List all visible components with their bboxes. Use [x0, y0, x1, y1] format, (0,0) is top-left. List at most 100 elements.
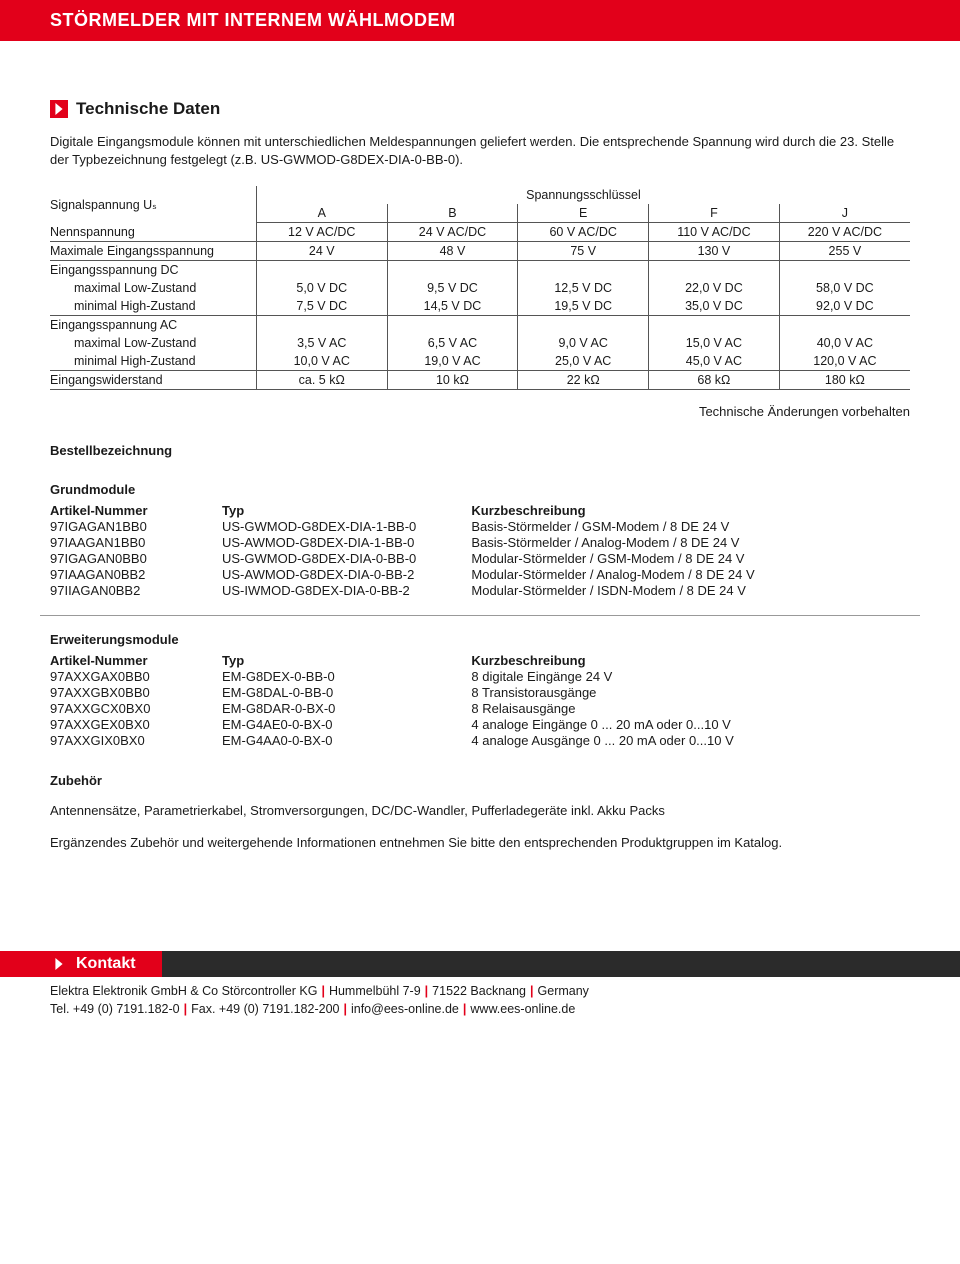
table-row: Maximale Eingangsspannung24 V48 V75 V130…: [50, 242, 910, 261]
cell: 7,5 V DC: [256, 297, 387, 316]
separator: |: [180, 1002, 192, 1016]
cell: 19,5 V DC: [518, 297, 649, 316]
footer-part: Fax. +49 (0) 7191.182-200: [191, 1002, 339, 1016]
col-typ: Typ: [222, 503, 471, 519]
table-row: 97AXXGBX0BB0EM-G8DAL-0-BB-08 Transistora…: [50, 685, 910, 701]
col-kurz: Kurzbeschreibung: [471, 653, 910, 669]
table-row: 97IIAGAN0BB2US-IWMOD-G8DEX-DIA-0-BB-2Mod…: [50, 583, 910, 599]
arrow-right-icon: [50, 100, 68, 118]
row-label: Eingangsspannung DC: [50, 261, 256, 280]
cell: 8 digitale Eingänge 24 V: [471, 669, 910, 685]
table-row: minimal High-Zustand7,5 V DC14,5 V DC19,…: [50, 297, 910, 316]
erw-heading: Erweiterungsmodule: [50, 632, 910, 647]
cell: [256, 316, 387, 335]
cell: 24 V AC/DC: [387, 223, 518, 242]
row-label: Nennspannung: [50, 223, 256, 242]
cell: 9,0 V AC: [518, 334, 649, 352]
cell: 97IGAGAN1BB0: [50, 519, 222, 535]
separator: |: [317, 984, 329, 998]
cell: 58,0 V DC: [779, 279, 910, 297]
table-row: 97IAAGAN0BB2US-AWMOD-G8DEX-DIA-0-BB-2Mod…: [50, 567, 910, 583]
spec-col-header: B: [387, 204, 518, 223]
cell: 45,0 V AC: [649, 352, 780, 371]
grundmodule-table: Artikel-Nummer Typ Kurzbeschreibung 97IG…: [50, 503, 910, 599]
footer-part: Tel. +49 (0) 7191.182-0: [50, 1002, 180, 1016]
cell: 9,5 V DC: [387, 279, 518, 297]
cell: 120,0 V AC: [779, 352, 910, 371]
cell: Modular-Störmelder / GSM-Modem / 8 DE 24…: [471, 551, 910, 567]
table-row: 97IGAGAN1BB0US-GWMOD-G8DEX-DIA-1-BB-0Bas…: [50, 519, 910, 535]
cell: [779, 316, 910, 335]
cell: 12 V AC/DC: [256, 223, 387, 242]
table-row: 97IAAGAN1BB0US-AWMOD-G8DEX-DIA-1-BB-0Bas…: [50, 535, 910, 551]
cell: 48 V: [387, 242, 518, 261]
key-label: Spannungsschlüssel: [256, 186, 910, 204]
cell: [518, 261, 649, 280]
spec-col-header: J: [779, 204, 910, 223]
table-row: Eingangswiderstandca. 5 kΩ10 kΩ22 kΩ68 k…: [50, 371, 910, 390]
cell: EM-G8DEX-0-BB-0: [222, 669, 471, 685]
col-artnum: Artikel-Nummer: [50, 653, 222, 669]
table-row: 97AXXGAX0BB0EM-G8DEX-0-BB-08 digitale Ei…: [50, 669, 910, 685]
cell: 22 kΩ: [518, 371, 649, 390]
table-header-row: Artikel-Nummer Typ Kurzbeschreibung: [50, 503, 910, 519]
row-label: Eingangswiderstand: [50, 371, 256, 390]
cell: 8 Transistorausgänge: [471, 685, 910, 701]
table-row: maximal Low-Zustand5,0 V DC9,5 V DC12,5 …: [50, 279, 910, 297]
col-typ: Typ: [222, 653, 471, 669]
kontakt-label: Kontakt: [76, 955, 136, 973]
row-label: minimal High-Zustand: [50, 352, 256, 371]
kontakt-section: Kontakt Elektra Elektronik GmbH & Co Stö…: [0, 951, 960, 1028]
divider: [40, 615, 920, 616]
cell: US-AWMOD-G8DEX-DIA-1-BB-0: [222, 535, 471, 551]
spec-col-header: F: [649, 204, 780, 223]
cell: EM-G8DAR-0-BX-0: [222, 701, 471, 717]
cell: EM-G4AE0-0-BX-0: [222, 717, 471, 733]
cell: Basis-Störmelder / GSM-Modem / 8 DE 24 V: [471, 519, 910, 535]
page-title-banner: STÖRMELDER MIT INTERNEM WÄHLMODEM: [0, 0, 960, 41]
cell: 75 V: [518, 242, 649, 261]
cell: [649, 261, 780, 280]
cell: 15,0 V AC: [649, 334, 780, 352]
cell: 68 kΩ: [649, 371, 780, 390]
cell: [387, 316, 518, 335]
cell: 4 analoge Ausgänge 0 ... 20 mA oder 0...…: [471, 733, 910, 749]
separator: |: [421, 984, 433, 998]
table-row: minimal High-Zustand10,0 V AC19,0 V AC25…: [50, 352, 910, 371]
cell: 97IAAGAN1BB0: [50, 535, 222, 551]
cell: EM-G8DAL-0-BB-0: [222, 685, 471, 701]
cell: 24 V: [256, 242, 387, 261]
table-row: Eingangsspannung AC: [50, 316, 910, 335]
zubehor-heading: Zubehör: [50, 773, 910, 788]
cell: 130 V: [649, 242, 780, 261]
cell: 40,0 V AC: [779, 334, 910, 352]
table-row: 97AXXGEX0BX0EM-G4AE0-0-BX-04 analoge Ein…: [50, 717, 910, 733]
spec-table-head: Signalspannung UₛSpannungsschlüsselABEFJ: [50, 186, 910, 223]
cell: 25,0 V AC: [518, 352, 649, 371]
cell: 5,0 V DC: [256, 279, 387, 297]
cell: 97AXXGCX0BX0: [50, 701, 222, 717]
zubehor-text-2: Ergänzendes Zubehör und weitergehende In…: [50, 834, 910, 852]
footer-line-1: Elektra Elektronik GmbH & Co Störcontrol…: [50, 983, 910, 1001]
table-row: 97AXXGIX0BX0EM-G4AA0-0-BX-04 analoge Aus…: [50, 733, 910, 749]
arrow-right-icon: [50, 955, 68, 973]
main-content: Technische Daten Digitale Eingangsmodule…: [0, 99, 960, 871]
cell: 4 analoge Eingänge 0 ... 20 mA oder 0...…: [471, 717, 910, 733]
row-label: minimal High-Zustand: [50, 297, 256, 316]
table-row: maximal Low-Zustand3,5 V AC6,5 V AC9,0 V…: [50, 334, 910, 352]
footer-part: Elektra Elektronik GmbH & Co Störcontrol…: [50, 984, 317, 998]
row-label: Eingangsspannung AC: [50, 316, 256, 335]
section-title: Technische Daten: [76, 99, 220, 119]
cell: 110 V AC/DC: [649, 223, 780, 242]
cell: [779, 261, 910, 280]
cell: Modular-Störmelder / Analog-Modem / 8 DE…: [471, 567, 910, 583]
cell: 14,5 V DC: [387, 297, 518, 316]
footer-line-2: Tel. +49 (0) 7191.182-0|Fax. +49 (0) 719…: [50, 1001, 910, 1019]
cell: [256, 261, 387, 280]
cell: US-GWMOD-G8DEX-DIA-0-BB-0: [222, 551, 471, 567]
cell: 6,5 V AC: [387, 334, 518, 352]
footer-part: 71522 Backnang: [432, 984, 526, 998]
row-label: maximal Low-Zustand: [50, 334, 256, 352]
signal-label: Signalspannung Uₛ: [50, 186, 256, 223]
cell: 35,0 V DC: [649, 297, 780, 316]
